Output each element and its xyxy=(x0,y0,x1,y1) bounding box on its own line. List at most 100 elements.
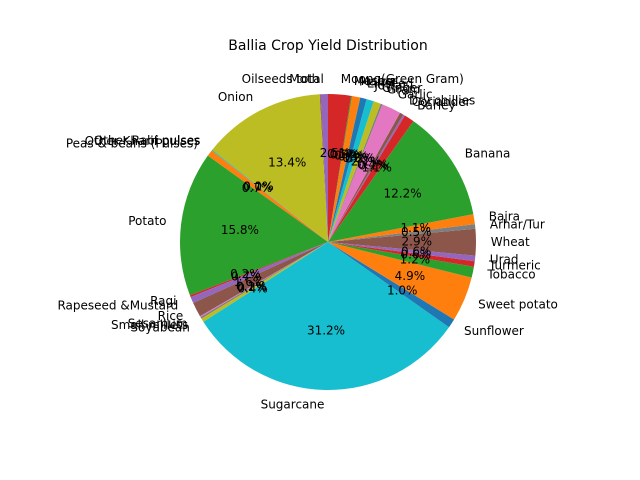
slice-label-rapeseed-mustard: Rapeseed &Mustard xyxy=(57,298,178,312)
pie-slice-moth xyxy=(319,94,328,242)
slice-percent-other-kharif-pulses: 0.0% xyxy=(243,180,274,194)
slice-percent-jowar: 0.8% xyxy=(338,149,369,163)
slice-label-turmeric: Turmeric xyxy=(488,259,541,273)
pie-slice-dry-chillies xyxy=(328,112,404,242)
slice-percent-barley: 1.1% xyxy=(361,160,392,174)
slice-percent-other-rabi-pulses: 0.1% xyxy=(243,179,274,193)
pie-slice-other-rabi-pulses xyxy=(211,149,328,242)
pie-slice-sesamum xyxy=(199,242,328,318)
slice-label-sunflower: Sunflower xyxy=(464,324,524,338)
slice-percent-peas-beans-pulses: 0.7% xyxy=(242,181,273,195)
pie-slice-peas-beans-pulses xyxy=(207,150,328,242)
slice-percent-soyabean: 0.4% xyxy=(237,281,268,295)
chart-title: Ballia Crop Yield Distribution xyxy=(228,38,427,54)
slice-label-jowar: Jowar xyxy=(373,78,407,92)
slice-percent-small-millets: 0.2% xyxy=(237,280,268,294)
slice-percent-dry-chillies: 0.4% xyxy=(357,158,388,172)
pie-slice-small-millets xyxy=(200,242,328,319)
pie-slice-rapeseed-mustard xyxy=(190,242,328,304)
slice-label-moth: Moth xyxy=(289,72,319,86)
slice-label-moong-green-gram: Moong(Green Gram) xyxy=(341,72,464,86)
slice-percent-turmeric: 0.6% xyxy=(401,248,432,262)
slice-label-soyabean: Soyabean xyxy=(130,321,189,335)
slice-label-coriander: Coriander xyxy=(412,95,471,109)
pie-slice-coriander xyxy=(328,114,405,242)
pie-slice-jowar xyxy=(328,99,374,242)
slice-percent-gram: 0.2% xyxy=(345,152,376,166)
pie-slice-sunflower xyxy=(328,242,455,328)
slice-label-sweet-potato: Sweet potato xyxy=(478,297,558,311)
pie-slice-garlic xyxy=(328,104,401,243)
slice-percent-garlic: 2.1% xyxy=(351,154,382,168)
slice-label-rice: Rice xyxy=(158,309,184,323)
slice-percent-potato: 15.8% xyxy=(221,223,259,237)
slice-percent-maize: 0.9% xyxy=(330,147,361,161)
pie-slice-wheat xyxy=(328,228,477,256)
pie-slice-sugarcane xyxy=(203,242,449,390)
slice-percent-labels: 13.4%0.1%0.0%0.7%15.8%0.2%0.7%1.6%0.1%0.… xyxy=(221,146,432,337)
pie-slices xyxy=(179,94,477,390)
slice-label-dry-chillies: Dry chillies xyxy=(409,93,475,107)
slice-label-arhar-tur: Arhar/Tur xyxy=(490,217,545,231)
slice-label-garlic: Garlic xyxy=(398,87,433,101)
pie-slice-soyabean xyxy=(201,242,328,322)
pie-slice-urad xyxy=(328,242,476,262)
slice-label-onion: Onion xyxy=(218,90,253,104)
pie-slice-ginger xyxy=(328,101,381,242)
slice-label-sugarcane: Sugarcane xyxy=(261,397,325,411)
pie-slice-banana xyxy=(328,121,474,242)
slice-percent-wheat: 2.9% xyxy=(402,235,433,249)
slice-label-tobacco: Tobacco xyxy=(486,268,535,282)
pie-slice-tobacco xyxy=(328,242,474,278)
pie-slice-ragi xyxy=(189,242,328,298)
slice-label-urad: Urad xyxy=(490,253,519,267)
slice-label-peas-beans-pulses: Peas & beans (Pulses) xyxy=(66,137,198,151)
slice-label-ragi: Ragi xyxy=(150,294,176,308)
slice-percent-sugarcane: 31.2% xyxy=(307,323,345,337)
slice-percent-moong-green-gram: 2.5% xyxy=(320,146,351,160)
slice-label-oilseeds-total: Oilseeds total xyxy=(242,72,324,86)
slice-label-maize: Maize xyxy=(359,75,394,89)
slice-label-linseed: Linseed xyxy=(367,76,413,90)
slice-percent-masoor: 0.1% xyxy=(327,147,358,161)
pie-slice-maize xyxy=(328,95,361,242)
slice-percent-bajra: 1.1% xyxy=(400,221,431,235)
slice-label-wheat: Wheat xyxy=(491,235,530,249)
slice-percent-urad: 0.6% xyxy=(401,244,432,258)
pie-slice-linseed xyxy=(328,97,367,242)
slice-percent-onion: 13.4% xyxy=(268,156,306,170)
slice-percent-tobacco: 1.2% xyxy=(400,253,431,267)
slice-percent-sweet-potato: 4.9% xyxy=(395,269,426,283)
slice-label-other-kharif-pulses: Other Kharif pulses xyxy=(85,134,200,148)
pie-slice-potato xyxy=(179,155,328,296)
pie-slice-moong-green-gram xyxy=(328,94,352,242)
slice-percent-rice: 1.6% xyxy=(234,275,265,289)
slice-label-potato: Potato xyxy=(128,214,166,228)
slice-label-ginger: Ginger xyxy=(382,81,422,95)
slice-percent-arhar-tur: 0.5% xyxy=(401,225,432,239)
slice-percent-coriander: 0.2% xyxy=(358,158,389,172)
pie-slice-rice xyxy=(193,242,328,317)
pie-slice-oilseeds-total xyxy=(320,94,328,242)
slice-label-other-rabi-pulses: Other Rabi pulses xyxy=(94,133,201,147)
slice-percent-banana: 12.2% xyxy=(384,186,422,200)
slice-label-masoor: Masoor xyxy=(354,74,398,88)
pie-slice-arhar-tur xyxy=(328,224,476,242)
pie-slice-barley xyxy=(328,115,414,242)
slice-percent-sunflower: 1.0% xyxy=(387,283,418,297)
slice-percent-rapeseed-mustard: 0.7% xyxy=(231,269,262,283)
slice-label-sesamum: Sesamum xyxy=(128,317,188,331)
pie-slice-gram xyxy=(328,103,383,242)
pie-slice-turmeric xyxy=(328,242,475,267)
pie-slice-masoor xyxy=(328,95,353,242)
pie-slice-bajra xyxy=(328,214,475,242)
pie-slice-onion xyxy=(212,94,328,243)
slice-percent-ragi: 0.2% xyxy=(230,267,261,281)
slice-label-gram: Gram xyxy=(387,83,420,97)
slice-percent-sesamum: 0.1% xyxy=(236,279,267,293)
slice-label-small-millets: Small millets xyxy=(111,318,188,332)
slice-label-bajra: Bajra xyxy=(489,209,520,223)
